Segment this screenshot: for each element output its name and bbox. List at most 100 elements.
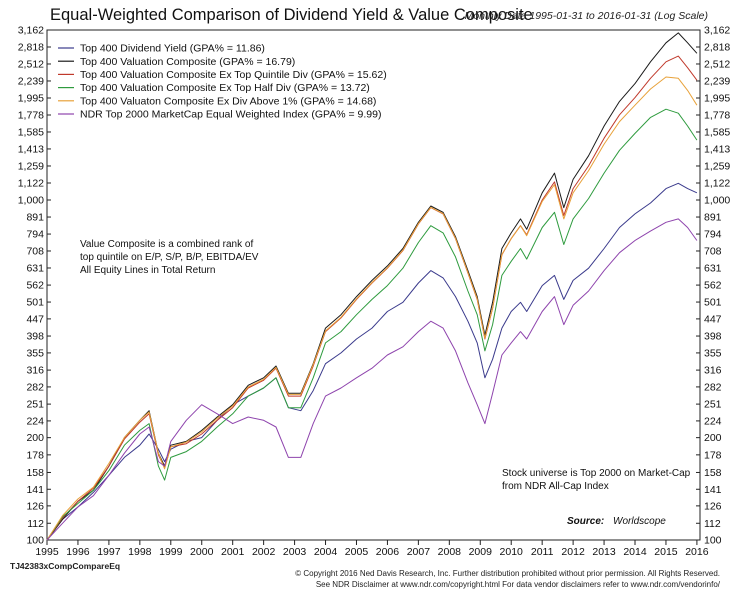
- y-tick-label-right: 141: [704, 484, 722, 496]
- y-tick-label-right: 708: [704, 245, 722, 257]
- y-tick-label-left: 1,000: [18, 194, 44, 206]
- universe-note-line: from NDR All-Cap Index: [502, 481, 609, 492]
- y-tick-label-left: 224: [26, 415, 44, 427]
- y-tick-label-left: 631: [26, 262, 44, 274]
- y-tick-label-left: 126: [26, 500, 44, 512]
- y-tick-label-left: 447: [26, 313, 44, 325]
- x-tick-label: 1999: [159, 546, 183, 558]
- y-tick-label-right: 2,818: [704, 42, 730, 54]
- x-tick-label: 1996: [66, 546, 90, 558]
- y-tick-label-right: 1,122: [704, 177, 730, 189]
- x-tick-label: 2006: [376, 546, 400, 558]
- y-tick-label-left: 708: [26, 245, 44, 257]
- y-tick-label-left: 1,259: [18, 160, 44, 172]
- y-tick-label-right: 224: [704, 415, 722, 427]
- universe-note-line: Stock universe is Top 2000 on Market-Cap: [502, 468, 691, 479]
- y-tick-label-right: 178: [704, 449, 722, 461]
- y-tick-label-left: 200: [26, 432, 44, 444]
- y-tick-label-left: 141: [26, 484, 44, 496]
- y-tick-label-right: 398: [704, 331, 722, 343]
- y-tick-label-right: 501: [704, 297, 722, 309]
- x-tick-label: 2008: [438, 546, 462, 558]
- y-tick-label-left: 355: [26, 347, 44, 359]
- y-tick-label-right: 126: [704, 500, 722, 512]
- source-label: Source:: [567, 516, 605, 527]
- y-tick-label-right: 2,512: [704, 58, 730, 70]
- y-tick-label-left: 100: [26, 535, 44, 547]
- source-note: Source: Worldscope: [567, 516, 666, 527]
- y-tick-label-left: 2,512: [18, 58, 44, 70]
- y-tick-label-left: 282: [26, 381, 44, 393]
- y-tick-label-left: 398: [26, 331, 44, 343]
- y-tick-label-right: 355: [704, 347, 722, 359]
- x-tick-label: 2005: [345, 546, 369, 558]
- y-tick-label-left: 1,585: [18, 126, 44, 138]
- y-tick-label-left: 316: [26, 365, 44, 377]
- y-tick-label-right: 891: [704, 212, 722, 224]
- y-tick-label-left: 2,818: [18, 42, 44, 54]
- series-line-5: [46, 76, 698, 541]
- disclaimer-text: See NDR Disclaimer at www.ndr.com/copyri…: [315, 580, 720, 589]
- x-tick-label: 2015: [654, 546, 678, 558]
- y-tick-label-right: 282: [704, 381, 722, 393]
- y-tick-label-right: 631: [704, 262, 722, 274]
- method-note-line: Value Composite is a combined rank of: [80, 239, 254, 250]
- y-tick-label-right: 100: [704, 535, 722, 547]
- x-tick-label: 2011: [531, 546, 554, 558]
- y-tick-label-right: 1,778: [704, 110, 730, 122]
- chart-id: TJ42383xCompCompareEq: [10, 561, 121, 571]
- y-tick-label-left: 1,413: [18, 143, 44, 155]
- y-tick-label-right: 1,000: [704, 194, 730, 206]
- x-tick-label: 2001: [221, 546, 245, 558]
- y-tick-label-left: 891: [26, 212, 44, 224]
- series-line-1: [46, 182, 698, 541]
- y-tick-label-left: 158: [26, 467, 44, 479]
- y-tick-label-left: 1,778: [18, 110, 44, 122]
- y-tick-label-left: 112: [27, 518, 44, 530]
- y-tick-label-right: 251: [704, 399, 722, 411]
- y-tick-label-left: 1,122: [18, 177, 44, 189]
- y-tick-label-right: 316: [704, 365, 722, 377]
- x-tick-label: 2010: [500, 546, 524, 558]
- y-tick-label-right: 447: [704, 313, 722, 325]
- legend-label: Top 400 Valuation Composite Ex Top Half …: [80, 82, 370, 94]
- y-tick-label-left: 501: [26, 297, 44, 309]
- x-tick-label: 2002: [252, 546, 276, 558]
- x-tick-label: 2013: [592, 546, 616, 558]
- y-tick-label-left: 178: [26, 449, 44, 461]
- y-tick-label-left: 3,162: [18, 25, 44, 37]
- y-tick-label-right: 1,259: [704, 160, 730, 172]
- source-value: Worldscope: [613, 516, 666, 527]
- chart-subtitle: Monthly Data 1995-01-31 to 2016-01-31 (L…: [464, 10, 708, 22]
- y-tick-label-left: 251: [26, 399, 44, 411]
- y-tick-label-right: 1,585: [704, 126, 730, 138]
- y-tick-label-left: 1,995: [18, 93, 44, 105]
- series-line-6: [46, 218, 698, 541]
- y-tick-label-right: 2,239: [704, 75, 730, 87]
- y-tick-label-left: 2,239: [18, 75, 44, 87]
- x-tick-label: 2000: [190, 546, 214, 558]
- legend-label: NDR Top 2000 MarketCap Equal Weighted In…: [80, 109, 381, 121]
- method-note-line: All Equity Lines in Total Return: [80, 265, 216, 276]
- y-tick-label-left: 794: [26, 229, 44, 241]
- x-tick-label: 2003: [283, 546, 307, 558]
- legend-label: Top 400 Dividend Yield (GPA% = 11.86): [80, 43, 265, 55]
- x-tick-label: 2016: [685, 546, 709, 558]
- y-tick-label-left: 562: [26, 280, 44, 292]
- x-tick-label: 2007: [407, 546, 431, 558]
- y-tick-label-right: 3,162: [704, 25, 730, 37]
- copyright-text: © Copyright 2016 Ned Davis Research, Inc…: [295, 569, 720, 578]
- y-tick-label-right: 562: [704, 280, 722, 292]
- y-tick-label-right: 1,413: [704, 143, 730, 155]
- y-tick-label-right: 158: [704, 467, 722, 479]
- y-tick-label-right: 1,995: [704, 93, 730, 105]
- x-tick-label: 2014: [623, 546, 647, 558]
- x-tick-label: 2009: [469, 546, 493, 558]
- universe-note: Stock universe is Top 2000 on Market-Cap…: [502, 467, 690, 493]
- legend-box: [52, 38, 409, 122]
- y-tick-label-right: 794: [704, 229, 722, 241]
- x-tick-label: 2012: [561, 546, 585, 558]
- x-tick-label: 1995: [35, 546, 59, 558]
- x-tick-label: 1997: [97, 546, 121, 558]
